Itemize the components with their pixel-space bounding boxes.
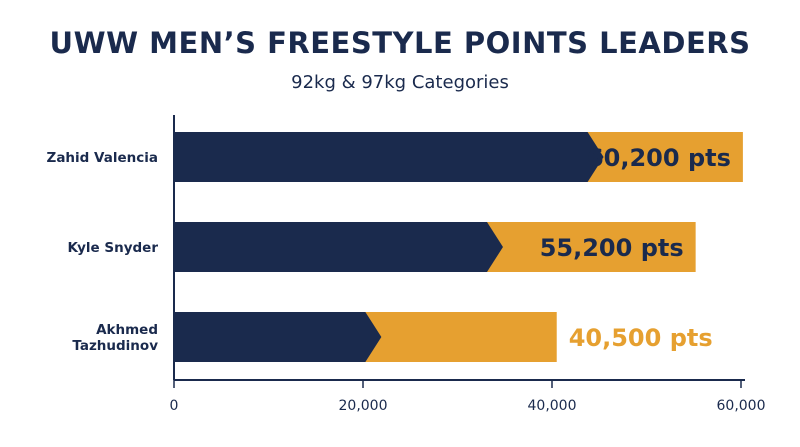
x-tick-label: 0 — [170, 398, 179, 414]
category-label: Kyle Snyder — [68, 240, 159, 256]
bar-group: 60,200 pts Zahid Valencia — [47, 132, 743, 182]
x-tick-label: 20,000 — [339, 398, 388, 414]
bars-layer: 60,200 pts Zahid Valencia 55,200 pts Kyle S… — [47, 132, 743, 362]
chart-title: UWW MEN’S FREESTYLE POINTS LEADERS — [49, 26, 751, 60]
bar-value-label: 55,200 pts — [540, 234, 684, 262]
category-label: Zahid Valencia — [47, 150, 158, 166]
bar-value-label: 40,500 pts — [569, 324, 713, 352]
bar-group: 55,200 pts Kyle Snyder — [68, 222, 696, 272]
bar-navy-segment — [174, 132, 604, 182]
x-tick-label: 40,000 — [528, 398, 577, 414]
x-axis: 0 20,000 40,000 60,000 — [170, 115, 766, 414]
x-tick-label: 60,000 — [717, 398, 766, 414]
chart-subtitle: 92kg & 97kg Categories — [291, 72, 509, 93]
category-label: Akhmed — [96, 322, 158, 338]
bar-value-label: 60,200 pts — [587, 144, 731, 172]
bar-navy-segment — [174, 222, 503, 272]
bar-navy-segment — [174, 312, 382, 362]
category-label: Tazhudinov — [72, 338, 158, 354]
